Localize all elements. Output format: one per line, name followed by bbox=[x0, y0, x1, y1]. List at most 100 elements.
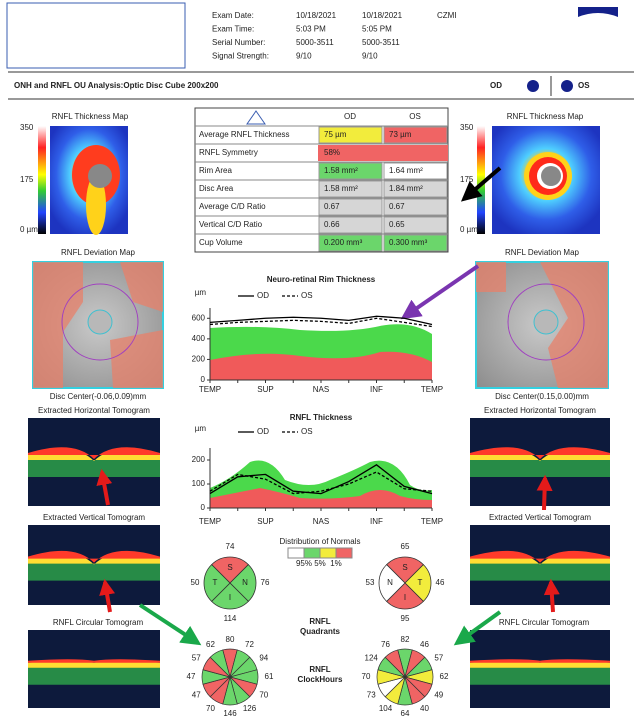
tomo-title: Extracted Vertical Tomogram bbox=[43, 513, 145, 522]
logo bbox=[578, 7, 618, 17]
exam-label: Exam Time: bbox=[212, 25, 254, 34]
quadrant-value: 114 bbox=[224, 614, 237, 623]
cell-od: 75 µm bbox=[324, 130, 347, 139]
od-dot bbox=[527, 80, 539, 92]
exam-os: 10/18/2021 bbox=[362, 11, 403, 20]
exam-od: 5:03 PM bbox=[296, 25, 326, 34]
normals-swatch bbox=[336, 548, 352, 558]
y-tick-label: 600 bbox=[192, 313, 206, 322]
y-tick-label: 0 bbox=[201, 375, 206, 384]
cell-od: 1.58 mm² bbox=[324, 166, 358, 175]
x-tick-label: SUP bbox=[257, 385, 273, 394]
clock-value: 47 bbox=[192, 691, 201, 700]
scale-label: 350 bbox=[20, 123, 34, 132]
clock-value: 82 bbox=[401, 635, 410, 644]
scale-label: 175 bbox=[20, 175, 34, 184]
quadrant-value: 65 bbox=[401, 542, 410, 551]
clock-value: 40 bbox=[420, 704, 429, 713]
tomo-title: RNFL Circular Tomogram bbox=[53, 618, 144, 627]
row-label: Cup Volume bbox=[199, 238, 243, 247]
y-tick-label: 200 bbox=[192, 355, 206, 364]
quadrant-letter: T bbox=[213, 578, 218, 587]
normals-label: 5% bbox=[314, 559, 326, 568]
row-label: Rim Area bbox=[199, 166, 232, 175]
y-label: µm bbox=[195, 288, 207, 297]
exam-os: 9/10 bbox=[362, 52, 378, 61]
map-title: RNFL Thickness Map bbox=[52, 112, 129, 121]
cell-od: 0.66 bbox=[324, 220, 340, 229]
clock-value: 64 bbox=[401, 709, 410, 718]
x-tick-label: NAS bbox=[313, 385, 329, 394]
row-label: Vertical C/D Ratio bbox=[199, 220, 263, 229]
chart-title: RNFL Thickness bbox=[290, 413, 353, 422]
quadrants-title: Quadrants bbox=[300, 627, 341, 636]
x-tick-label: INF bbox=[370, 385, 383, 394]
clock-value: 70 bbox=[259, 691, 268, 700]
col-head: OS bbox=[409, 112, 421, 121]
normals-label: 1% bbox=[330, 559, 342, 568]
cell-os: 0.300 mm³ bbox=[389, 238, 428, 247]
quadrants-title: RNFL bbox=[309, 617, 330, 626]
cell-value: 58% bbox=[324, 148, 340, 157]
os-dot bbox=[561, 80, 573, 92]
cell-od: 1.58 mm² bbox=[324, 184, 358, 193]
disc-center: Disc Center(0.15,0.00)mm bbox=[495, 392, 589, 401]
clock-value: 46 bbox=[420, 640, 429, 649]
exam-od: 10/18/2021 bbox=[296, 11, 337, 20]
clock-value: 80 bbox=[226, 635, 235, 644]
row-label: RNFL Symmetry bbox=[199, 148, 258, 157]
y-tick-label: 0 bbox=[201, 503, 206, 512]
quadrant-letter: I bbox=[229, 593, 231, 602]
cell-os: 73 µm bbox=[389, 130, 412, 139]
clock-value: 146 bbox=[223, 709, 237, 718]
quadrant-letter: N bbox=[387, 578, 393, 587]
cell-os: 0.65 bbox=[389, 220, 405, 229]
quadrant-value: 50 bbox=[191, 578, 200, 587]
clock-value: 104 bbox=[379, 704, 393, 713]
cell-os: 0.67 bbox=[389, 202, 405, 211]
quadrant-letter: S bbox=[227, 563, 232, 572]
tomo-title: Extracted Horizontal Tomogram bbox=[38, 406, 150, 415]
clock-title: ClockHours bbox=[298, 675, 343, 684]
report-title: ONH and RNFL OU Analysis:Optic Disc Cube… bbox=[14, 81, 219, 90]
map-title: RNFL Deviation Map bbox=[505, 248, 580, 257]
clock-value: 126 bbox=[243, 704, 257, 713]
quadrant-value: 74 bbox=[226, 542, 235, 551]
x-tick-label: TEMP bbox=[199, 517, 221, 526]
legend-label: OD bbox=[257, 291, 269, 300]
clock-value: 70 bbox=[362, 672, 371, 681]
exam-label: Serial Number: bbox=[212, 38, 265, 47]
legend-label: OS bbox=[301, 427, 313, 436]
disc-center: Disc Center(-0.06,0.09)mm bbox=[50, 392, 147, 401]
tomo-title: Extracted Vertical Tomogram bbox=[489, 513, 591, 522]
y-tick-label: 400 bbox=[192, 334, 206, 343]
od-label: OD bbox=[490, 81, 502, 90]
os-label: OS bbox=[578, 81, 590, 90]
exam-label: Exam Date: bbox=[212, 11, 254, 20]
report: Exam Date: 10/18/2021 10/18/2021 Exam Time:… bbox=[0, 0, 642, 721]
map-title: RNFL Thickness Map bbox=[507, 112, 584, 121]
legend-label: OD bbox=[257, 427, 269, 436]
exam-od: 5000-3511 bbox=[296, 38, 334, 47]
x-tick-label: TEMP bbox=[199, 385, 221, 394]
cell-os: 1.64 mm² bbox=[389, 166, 423, 175]
clock-value: 49 bbox=[434, 691, 443, 700]
clock-value: 94 bbox=[259, 654, 268, 663]
normals-swatch bbox=[304, 548, 320, 558]
patient-box bbox=[7, 3, 185, 68]
clock-value: 76 bbox=[381, 640, 390, 649]
scale-label: 350 bbox=[460, 123, 474, 132]
exam-os: 5:05 PM bbox=[362, 25, 392, 34]
normals-label: 95% bbox=[296, 559, 312, 568]
clock-value: 61 bbox=[265, 672, 274, 681]
exam-od: 9/10 bbox=[296, 52, 312, 61]
scale-label: 0 µm bbox=[460, 225, 478, 234]
clock-value: 73 bbox=[367, 691, 376, 700]
quadrant-letter: T bbox=[418, 578, 423, 587]
exam-label: Signal Strength: bbox=[212, 52, 269, 61]
clock-value: 62 bbox=[206, 640, 215, 649]
row-label: Average RNFL Thickness bbox=[199, 130, 290, 139]
scale-label: 0 µm bbox=[20, 225, 38, 234]
clock-value: 47 bbox=[187, 672, 196, 681]
quadrant-letter: I bbox=[404, 593, 406, 602]
